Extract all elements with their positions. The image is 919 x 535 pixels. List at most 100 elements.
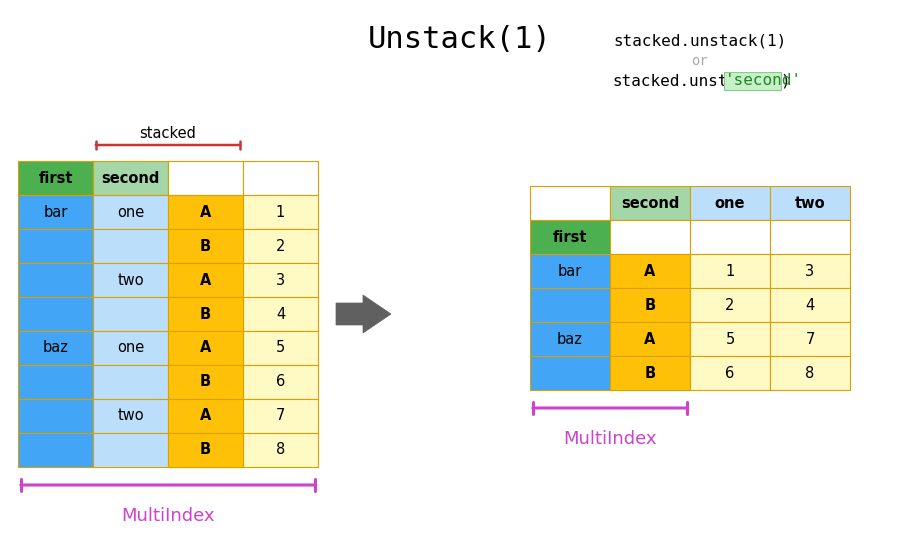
Text: B: B <box>644 365 655 380</box>
Bar <box>243 263 318 297</box>
Text: bar: bar <box>558 264 583 279</box>
Text: two: two <box>118 409 143 424</box>
Bar <box>610 322 690 356</box>
Bar <box>243 399 318 433</box>
Text: bar: bar <box>43 204 68 219</box>
Bar <box>18 399 93 433</box>
Bar <box>770 254 850 288</box>
Text: 5: 5 <box>725 332 734 347</box>
Text: stacked: stacked <box>140 126 197 141</box>
Text: 7: 7 <box>276 409 285 424</box>
Text: 6: 6 <box>276 374 285 389</box>
Bar <box>243 195 318 229</box>
Bar <box>93 433 168 467</box>
Bar <box>93 331 168 365</box>
Text: 4: 4 <box>276 307 285 322</box>
Bar <box>18 331 93 365</box>
Bar <box>93 297 168 331</box>
Text: B: B <box>200 442 211 457</box>
Bar <box>610 220 690 254</box>
Bar <box>610 186 690 220</box>
Bar <box>168 399 243 433</box>
Text: A: A <box>199 340 211 355</box>
Text: 1: 1 <box>276 204 285 219</box>
Text: 7: 7 <box>805 332 814 347</box>
Bar <box>530 254 610 288</box>
Bar <box>168 331 243 365</box>
Bar <box>690 288 770 322</box>
Text: baz: baz <box>557 332 583 347</box>
Bar <box>690 186 770 220</box>
Text: 6: 6 <box>725 365 734 380</box>
Bar <box>770 220 850 254</box>
Text: 'second': 'second' <box>724 73 801 88</box>
Text: 1: 1 <box>725 264 734 279</box>
Text: second: second <box>621 195 679 210</box>
Text: MultiIndex: MultiIndex <box>121 507 215 525</box>
Bar <box>168 161 243 195</box>
Bar <box>530 186 610 220</box>
Text: 4: 4 <box>805 297 814 312</box>
Bar <box>18 297 93 331</box>
Bar <box>243 229 318 263</box>
Bar <box>168 433 243 467</box>
Text: stacked.unstack(1): stacked.unstack(1) <box>613 33 787 48</box>
Polygon shape <box>336 295 391 333</box>
Bar <box>243 297 318 331</box>
Bar <box>530 288 610 322</box>
Text: MultiIndex: MultiIndex <box>563 430 657 448</box>
Text: first: first <box>39 171 73 186</box>
Bar <box>770 356 850 390</box>
Bar <box>770 186 850 220</box>
Text: Unstack(1): Unstack(1) <box>368 25 551 54</box>
Text: one: one <box>117 340 144 355</box>
Text: A: A <box>199 409 211 424</box>
Text: ): ) <box>780 73 790 88</box>
Bar <box>530 356 610 390</box>
Text: 3: 3 <box>276 272 285 287</box>
Text: first: first <box>552 230 587 244</box>
Text: A: A <box>644 332 655 347</box>
Text: second: second <box>101 171 160 186</box>
Bar <box>93 365 168 399</box>
Bar <box>168 297 243 331</box>
Text: A: A <box>199 204 211 219</box>
Bar <box>168 229 243 263</box>
Bar <box>168 195 243 229</box>
Bar <box>610 288 690 322</box>
Bar <box>18 263 93 297</box>
Bar <box>770 322 850 356</box>
Bar <box>243 331 318 365</box>
Text: B: B <box>200 307 211 322</box>
Text: 3: 3 <box>805 264 814 279</box>
Bar <box>243 365 318 399</box>
Text: two: two <box>118 272 143 287</box>
Bar <box>690 322 770 356</box>
Bar <box>243 433 318 467</box>
Text: two: two <box>795 195 825 210</box>
Text: 2: 2 <box>725 297 734 312</box>
Text: baz: baz <box>42 340 68 355</box>
Text: stacked.unstack(: stacked.unstack( <box>612 73 766 88</box>
Text: 8: 8 <box>276 442 285 457</box>
Bar <box>610 254 690 288</box>
Text: A: A <box>199 272 211 287</box>
Text: 5: 5 <box>276 340 285 355</box>
Bar <box>18 195 93 229</box>
Bar <box>18 365 93 399</box>
Bar <box>530 322 610 356</box>
Bar <box>93 399 168 433</box>
Bar <box>168 263 243 297</box>
Text: or: or <box>692 54 709 68</box>
Bar <box>18 161 93 195</box>
Bar <box>93 195 168 229</box>
Text: A: A <box>644 264 655 279</box>
Text: one: one <box>715 195 745 210</box>
Bar <box>18 229 93 263</box>
Text: 8: 8 <box>805 365 814 380</box>
Text: B: B <box>200 239 211 254</box>
Bar <box>770 288 850 322</box>
Bar <box>93 263 168 297</box>
Bar <box>168 365 243 399</box>
Bar <box>530 220 610 254</box>
